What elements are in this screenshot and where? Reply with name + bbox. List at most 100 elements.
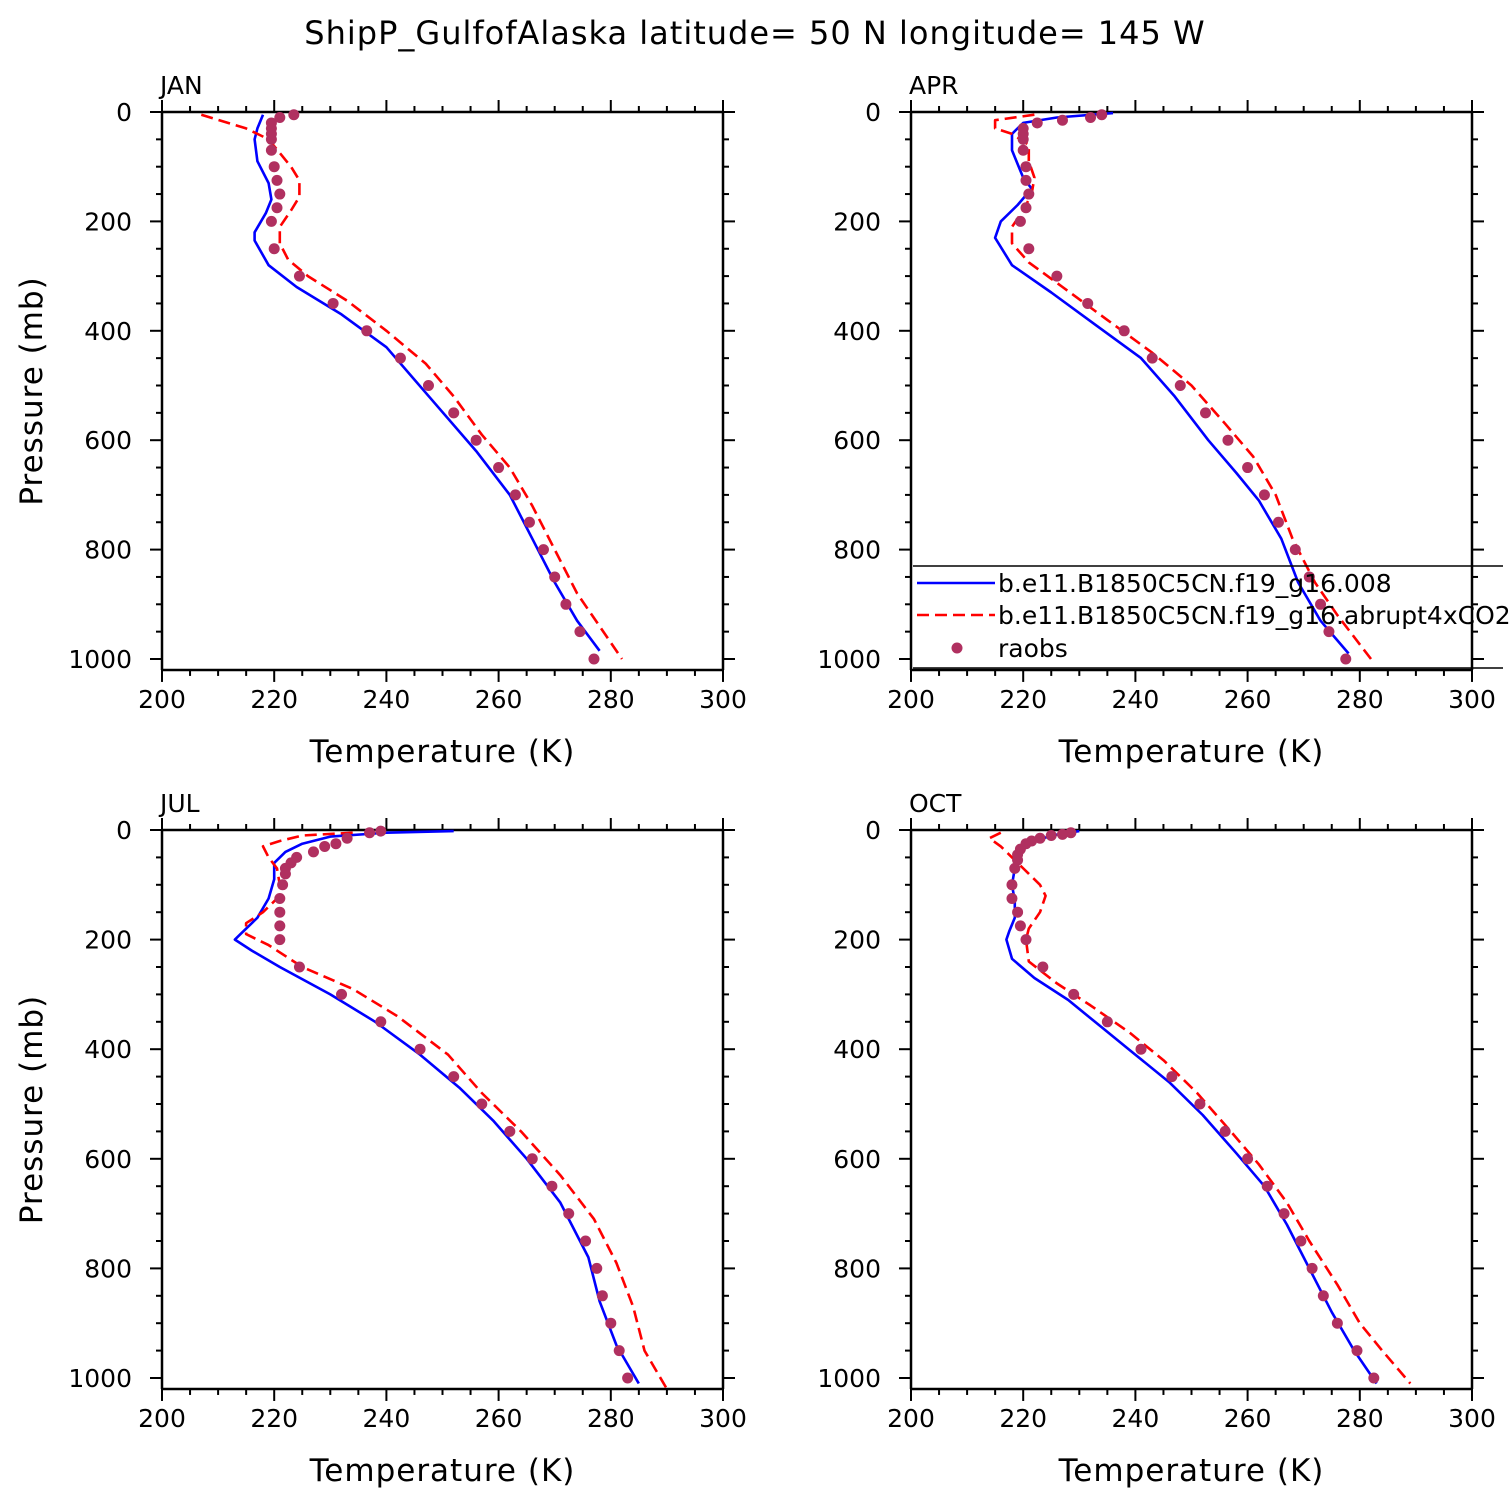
- series-raobs-points: [274, 825, 634, 1384]
- data-point: [1068, 988, 1080, 1000]
- data-point: [1242, 462, 1254, 474]
- x-tick-label: 260: [475, 685, 523, 714]
- panel-title: JUL: [158, 789, 200, 818]
- legend-marker-dot: [951, 642, 963, 654]
- x-tick-label: 240: [1112, 1404, 1160, 1433]
- data-point: [1085, 111, 1097, 123]
- y-tick-label: 200: [84, 207, 132, 236]
- data-point: [394, 352, 406, 364]
- data-point: [509, 489, 521, 501]
- data-point: [504, 1125, 516, 1137]
- x-tick-label: 240: [1112, 685, 1160, 714]
- data-point: [414, 1043, 426, 1055]
- data-point: [307, 846, 319, 858]
- data-point: [605, 1317, 617, 1329]
- data-point: [274, 188, 286, 200]
- x-tick-label: 200: [887, 1404, 935, 1433]
- data-point: [1295, 1235, 1307, 1247]
- data-point: [1051, 270, 1063, 282]
- data-point: [288, 109, 300, 121]
- x-tick-label: 260: [1224, 685, 1272, 714]
- y-tick-label: 1000: [68, 645, 132, 674]
- x-tick-label: 280: [587, 685, 635, 714]
- data-point: [1037, 961, 1049, 973]
- data-point: [1017, 144, 1029, 156]
- series-line-008: [993, 111, 1350, 655]
- x-tick-label: 300: [699, 685, 747, 714]
- data-point: [470, 434, 482, 446]
- data-point: [1317, 1290, 1329, 1302]
- x-axis-label: Temperature (K): [1058, 734, 1325, 770]
- data-point: [1014, 920, 1026, 932]
- panel-apr: 200 220 240 260 280 300 0 200 400 600 800 1000 APR Te…: [817, 71, 1495, 770]
- data-point: [268, 243, 280, 255]
- x-tick-label: 200: [887, 685, 935, 714]
- data-point: [1200, 407, 1212, 419]
- x-tick-label: 220: [999, 685, 1047, 714]
- data-point: [1056, 828, 1068, 840]
- series-raobs-points: [1006, 827, 1380, 1384]
- x-axis-label: Temperature (K): [309, 1453, 576, 1489]
- data-point: [375, 1016, 387, 1028]
- data-point: [1118, 325, 1130, 337]
- data-point: [265, 133, 277, 145]
- series-raobs-points: [1014, 109, 1352, 665]
- data-point: [549, 571, 561, 583]
- data-point: [341, 832, 353, 844]
- y-tick-label: 1000: [817, 1364, 881, 1393]
- data-point: [1012, 906, 1024, 918]
- x-tick-label: 240: [363, 1404, 411, 1433]
- data-point: [476, 1098, 488, 1110]
- data-point: [1056, 114, 1068, 126]
- data-point: [327, 297, 339, 309]
- data-point: [274, 111, 286, 123]
- data-point: [622, 1372, 634, 1384]
- data-point: [1306, 1262, 1318, 1274]
- data-point: [1101, 1016, 1113, 1028]
- y-tick-label: 600: [84, 1145, 132, 1174]
- data-point: [1368, 1372, 1380, 1384]
- data-point: [526, 1153, 538, 1165]
- y-tick-label: 400: [84, 1035, 132, 1064]
- data-point: [1242, 1153, 1254, 1165]
- data-point: [1315, 598, 1327, 610]
- panel-oct: 200 220 240 260 280 300 0 200 400 600 800 1000 OCT Te…: [817, 789, 1495, 1489]
- x-tick-label: 280: [1336, 1404, 1384, 1433]
- y-tick-label: 0: [865, 98, 881, 127]
- data-point: [1023, 243, 1035, 255]
- data-point: [364, 827, 376, 839]
- y-tick-label: 1000: [68, 1364, 132, 1393]
- data-point: [274, 906, 286, 918]
- data-point: [1194, 1098, 1206, 1110]
- data-point: [1020, 161, 1032, 173]
- x-tick-label: 280: [587, 1404, 635, 1433]
- series-line-abrupt4xco2: [244, 831, 669, 1390]
- x-tick-label: 220: [250, 685, 298, 714]
- data-point: [537, 544, 549, 556]
- data-point: [274, 934, 286, 946]
- data-point: [361, 325, 373, 337]
- data-point: [265, 144, 277, 156]
- figure-title: ShipP_GulfofAlaska latitude= 50 N longit…: [304, 14, 1205, 52]
- x-tick-label: 280: [1336, 685, 1384, 714]
- legend-label: b.e11.B1850C5CN.f19_g16.abrupt4xCO2: [998, 601, 1510, 630]
- y-tick-label: 200: [84, 926, 132, 955]
- legend: b.e11.B1850C5CN.f19_g16.008 b.e11.B1850C5…: [913, 565, 1510, 669]
- data-point: [1006, 893, 1018, 904]
- data-point: [1289, 544, 1301, 556]
- panels: 200 220 240 260 280 300 0 200 400 600 800 1000 JAN Te…: [14, 71, 1496, 1489]
- y-tick-label: 0: [116, 816, 132, 845]
- data-point: [560, 598, 572, 610]
- data-point: [591, 1262, 603, 1274]
- data-point: [277, 879, 289, 891]
- x-tick-label: 200: [138, 1404, 186, 1433]
- data-point: [274, 893, 286, 904]
- data-point: [1135, 1043, 1147, 1055]
- data-point: [1340, 653, 1352, 665]
- series-raobs-points: [265, 109, 600, 665]
- series-line-008: [253, 114, 601, 652]
- data-point: [588, 653, 600, 665]
- x-tick-label: 300: [1448, 1404, 1496, 1433]
- data-point: [1166, 1071, 1178, 1083]
